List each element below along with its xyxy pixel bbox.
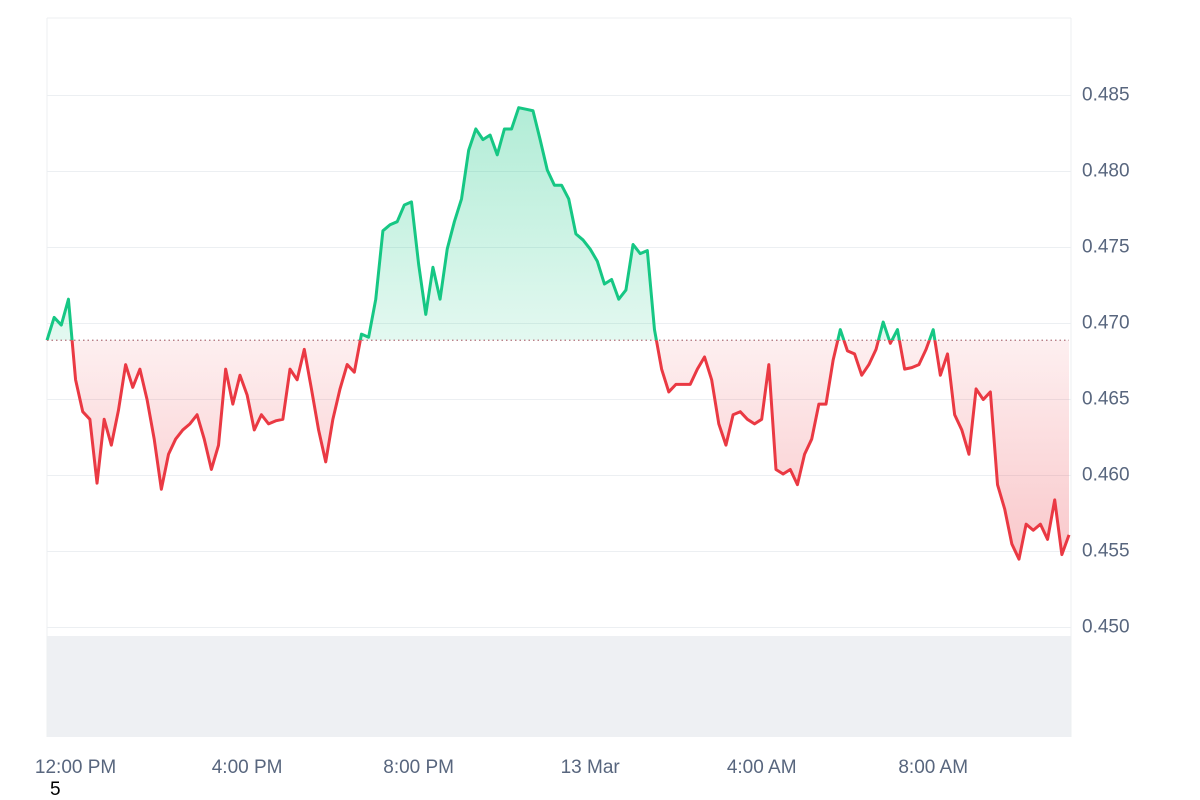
y-tick-label: 0.480 bbox=[1082, 161, 1130, 182]
y-tick-label: 0.470 bbox=[1082, 313, 1130, 334]
x-tick-label: 4:00 AM bbox=[727, 757, 797, 778]
y-tick-label: 0.460 bbox=[1082, 465, 1130, 486]
volume-area bbox=[47, 636, 1071, 737]
area-down bbox=[47, 340, 1069, 560]
y-tick-label: 0.450 bbox=[1082, 617, 1130, 638]
price-line-up bbox=[45, 106, 937, 341]
y-tick-label: 0.455 bbox=[1082, 541, 1130, 562]
y-tick-label: 0.465 bbox=[1082, 389, 1130, 410]
x-tick-label: 12:00 PM bbox=[35, 757, 116, 778]
area-up bbox=[47, 107, 935, 341]
x-tick-label: 8:00 AM bbox=[898, 757, 968, 778]
x-tick-label: 8:00 PM bbox=[383, 757, 454, 778]
y-tick-label: 0.485 bbox=[1082, 85, 1130, 106]
y-tick-label: 0.475 bbox=[1082, 237, 1130, 258]
x-tick-label: 13 Mar bbox=[561, 757, 621, 778]
price-line-down bbox=[46, 340, 1071, 561]
corner-label: 5 bbox=[50, 779, 61, 800]
x-tick-label: 4:00 PM bbox=[212, 757, 283, 778]
